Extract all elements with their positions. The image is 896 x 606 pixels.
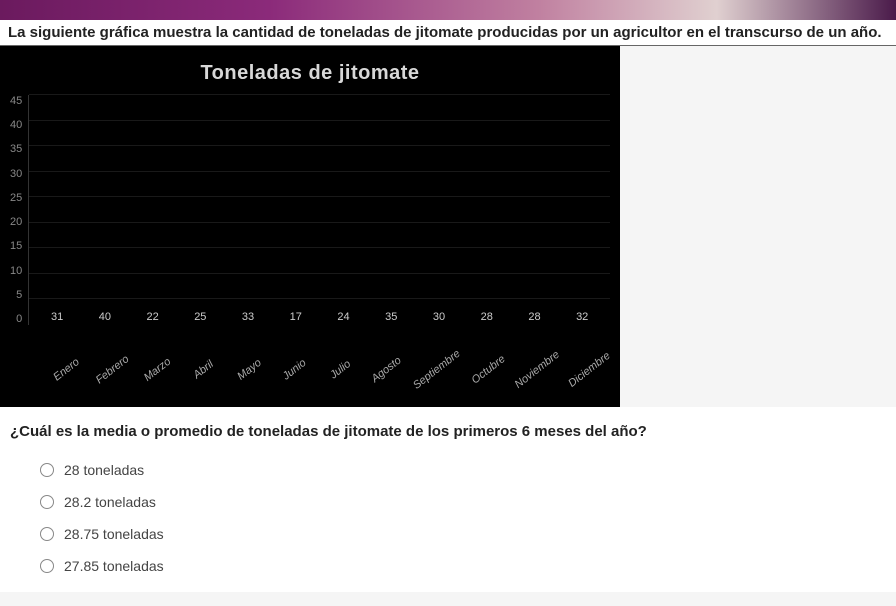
intro-text: La siguiente gráfica muestra la cantidad… xyxy=(0,20,896,46)
bar-slot: 25 xyxy=(176,311,224,325)
y-axis: 45 40 35 30 25 20 15 10 5 0 xyxy=(10,95,28,325)
y-tick: 40 xyxy=(10,119,22,131)
bar-value-label: 30 xyxy=(433,311,445,323)
radio-icon xyxy=(40,559,54,573)
radio-icon xyxy=(40,463,54,477)
x-axis-label: Diciembre xyxy=(566,350,627,409)
bar-value-label: 28 xyxy=(481,311,493,323)
y-tick: 20 xyxy=(10,216,22,228)
bar-value-label: 22 xyxy=(146,311,158,323)
y-tick: 45 xyxy=(10,95,22,107)
bar-slot: 40 xyxy=(81,311,129,325)
option-0[interactable]: 28 toneladas xyxy=(40,454,886,486)
bar-value-label: 31 xyxy=(51,311,63,323)
top-banner xyxy=(0,0,896,20)
bars-region: 31 40 22 25 33 17 24 35 30 28 28 32 xyxy=(28,95,610,325)
bar-slot: 33 xyxy=(224,311,272,325)
option-label: 28.2 toneladas xyxy=(64,494,156,510)
bars-row: 31 40 22 25 33 17 24 35 30 28 28 32 xyxy=(29,95,610,325)
option-label: 28.75 toneladas xyxy=(64,526,164,542)
bar-slot: 28 xyxy=(463,311,511,325)
radio-icon xyxy=(40,495,54,509)
option-3[interactable]: 27.85 toneladas xyxy=(40,550,886,582)
y-tick: 5 xyxy=(16,289,22,301)
bar-slot: 35 xyxy=(367,311,415,325)
bar-slot: 32 xyxy=(558,311,606,325)
chart-title: Toneladas de jitomate xyxy=(10,56,610,95)
option-2[interactable]: 28.75 toneladas xyxy=(40,518,886,550)
y-tick: 35 xyxy=(10,143,22,155)
bar-slot: 30 xyxy=(415,311,463,325)
y-tick: 25 xyxy=(10,192,22,204)
bar-slot: 24 xyxy=(320,311,368,325)
bar-slot: 31 xyxy=(33,311,81,325)
chart-container: Toneladas de jitomate 45 40 35 30 25 20 … xyxy=(0,46,620,407)
plot-area: 45 40 35 30 25 20 15 10 5 0 31 40 22 25 33 17… xyxy=(10,95,610,355)
y-tick: 30 xyxy=(10,168,22,180)
y-tick: 15 xyxy=(10,240,22,252)
option-label: 28 toneladas xyxy=(64,462,144,478)
bar-value-label: 32 xyxy=(576,311,588,323)
bar-value-label: 35 xyxy=(385,311,397,323)
bar-value-label: 25 xyxy=(194,311,206,323)
option-label: 27.85 toneladas xyxy=(64,558,164,574)
x-axis: EneroFebreroMarzoAbrilMayoJunioJulioAgos… xyxy=(10,355,610,401)
bar-value-label: 17 xyxy=(290,311,302,323)
option-1[interactable]: 28.2 toneladas xyxy=(40,486,886,518)
bar-value-label: 24 xyxy=(337,311,349,323)
bar-value-label: 33 xyxy=(242,311,254,323)
bar-slot: 17 xyxy=(272,311,320,325)
question-text: ¿Cuál es la media o promedio de tonelada… xyxy=(0,407,896,454)
options-list: 28 toneladas 28.2 toneladas 28.75 tonela… xyxy=(0,454,896,592)
bar-slot: 22 xyxy=(129,311,177,325)
y-tick: 10 xyxy=(10,265,22,277)
y-tick: 0 xyxy=(16,313,22,325)
bar-slot: 28 xyxy=(511,311,559,325)
radio-icon xyxy=(40,527,54,541)
bar-value-label: 40 xyxy=(99,311,111,323)
bar-value-label: 28 xyxy=(528,311,540,323)
